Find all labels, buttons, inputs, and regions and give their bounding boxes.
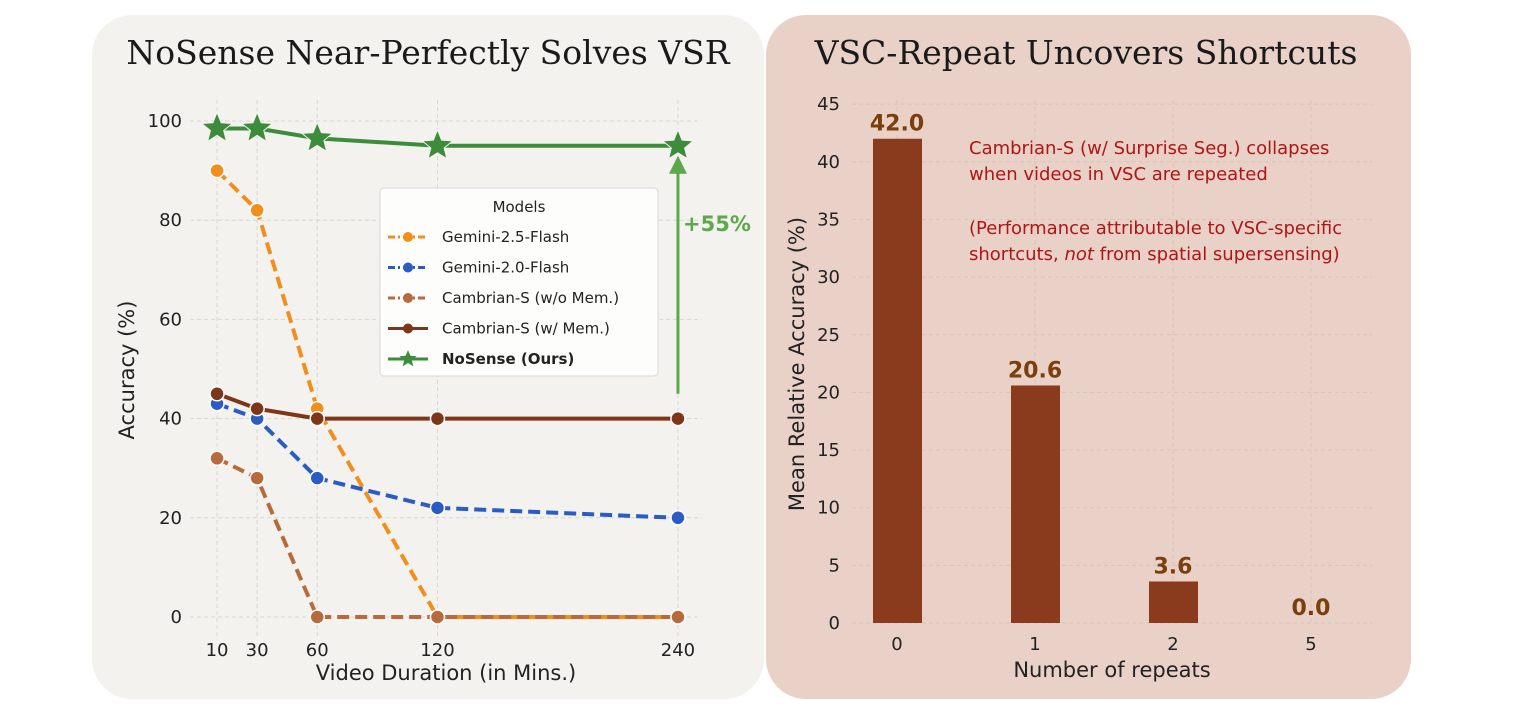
bar	[1011, 385, 1060, 623]
data-point	[249, 470, 265, 486]
data-point	[670, 609, 686, 625]
legend-box	[379, 187, 659, 377]
legend-label: Cambrian-S (w/ Mem.)	[442, 320, 610, 338]
star-marker	[661, 128, 695, 160]
bar	[1149, 581, 1198, 623]
star-marker	[240, 111, 274, 143]
x-tick-label: 60	[306, 640, 329, 661]
annotation-line: Cambrian-S (w/ Surprise Seg.) collapses	[969, 138, 1329, 159]
y-axis-label: Accuracy (%)	[115, 301, 139, 440]
x-tick-label: 240	[661, 640, 695, 661]
annotation-line: (Performance attributable to VSC-specifi…	[969, 218, 1342, 239]
y-tick-label: 20	[159, 508, 182, 529]
x-axis-label: Number of repeats	[1013, 658, 1210, 682]
data-point	[670, 410, 686, 427]
right-title: VSC-Repeat Uncovers Shortcuts	[814, 33, 1358, 72]
y-tick-label: 30	[817, 267, 840, 288]
annotation-emphasis: not	[1064, 244, 1094, 265]
y-tick-label: 80	[159, 210, 182, 231]
y-tick-label: 40	[817, 152, 840, 173]
y-tick-label: 10	[817, 498, 840, 519]
annotation-text: shortcuts,	[969, 244, 1064, 265]
bar-value-label: 20.6	[1008, 358, 1062, 383]
data-point	[429, 410, 446, 427]
data-point	[209, 450, 225, 467]
bar	[873, 138, 922, 624]
x-tick-label: 1	[1029, 634, 1040, 655]
data-point	[249, 400, 265, 417]
data-point	[309, 470, 325, 486]
legend-label: Gemini-2.5-Flash	[442, 228, 569, 246]
annotation-line: when videos in VSC are repeated	[969, 164, 1268, 185]
bar-value-label: 3.6	[1154, 554, 1193, 579]
x-axis-label: Video Duration (in Mins.)	[316, 661, 576, 685]
legend-star-icon	[399, 350, 417, 367]
y-tick-label: 40	[159, 409, 182, 430]
legend-label: Gemini-2.0-Flash	[442, 259, 569, 277]
left-title: NoSense Near-Perfectly Solves VSR	[126, 33, 730, 72]
data-point	[429, 500, 446, 516]
y-tick-label: 25	[817, 325, 840, 346]
improvement-label: +55%	[683, 212, 751, 236]
bar-value-label: 42.0	[870, 112, 924, 137]
data-point	[429, 609, 446, 625]
legend-label: NoSense (Ours)	[442, 350, 574, 368]
y-tick-label: 35	[817, 209, 840, 230]
data-point	[209, 386, 225, 402]
y-axis-label: Mean Relative Accuracy (%)	[785, 217, 809, 511]
x-tick-label: 30	[246, 640, 269, 661]
right-panel	[766, 15, 1411, 699]
star-marker	[200, 111, 234, 143]
data-point	[209, 162, 225, 179]
legend-title: Models	[493, 198, 546, 216]
series-line-2	[216, 456, 678, 619]
bar-value-label: 0.0	[1292, 596, 1331, 621]
y-tick-label: 15	[817, 440, 840, 461]
legend-marker	[403, 232, 413, 242]
y-tick-label: 60	[159, 309, 182, 330]
x-tick-label: 2	[1167, 634, 1178, 655]
annotation-text: from spatial supersensing)	[1094, 244, 1340, 265]
star-marker	[421, 128, 454, 160]
x-tick-label: 5	[1305, 634, 1316, 655]
star-marker	[300, 121, 334, 153]
legend-marker	[403, 293, 413, 303]
y-tick-label: 0	[829, 613, 840, 634]
data-point	[670, 510, 686, 526]
x-tick-label: 120	[420, 640, 454, 661]
x-tick-label: 10	[206, 640, 229, 661]
legend-marker	[403, 262, 413, 273]
data-point	[309, 609, 325, 625]
legend-marker	[403, 323, 413, 334]
y-tick-label: 100	[148, 111, 182, 132]
data-point	[249, 202, 265, 219]
y-tick-label: 20	[817, 382, 840, 403]
y-tick-label: 0	[171, 607, 182, 628]
x-tick-label: 0	[891, 634, 902, 655]
data-point	[309, 410, 325, 427]
legend-label: Cambrian-S (w/o Mem.)	[442, 289, 619, 307]
y-tick-label: 45	[817, 94, 840, 115]
y-tick-label: 5	[829, 555, 840, 576]
annotation-line: shortcuts, not from spatial supersensing…	[969, 244, 1340, 265]
arrow-head-icon	[668, 155, 687, 174]
